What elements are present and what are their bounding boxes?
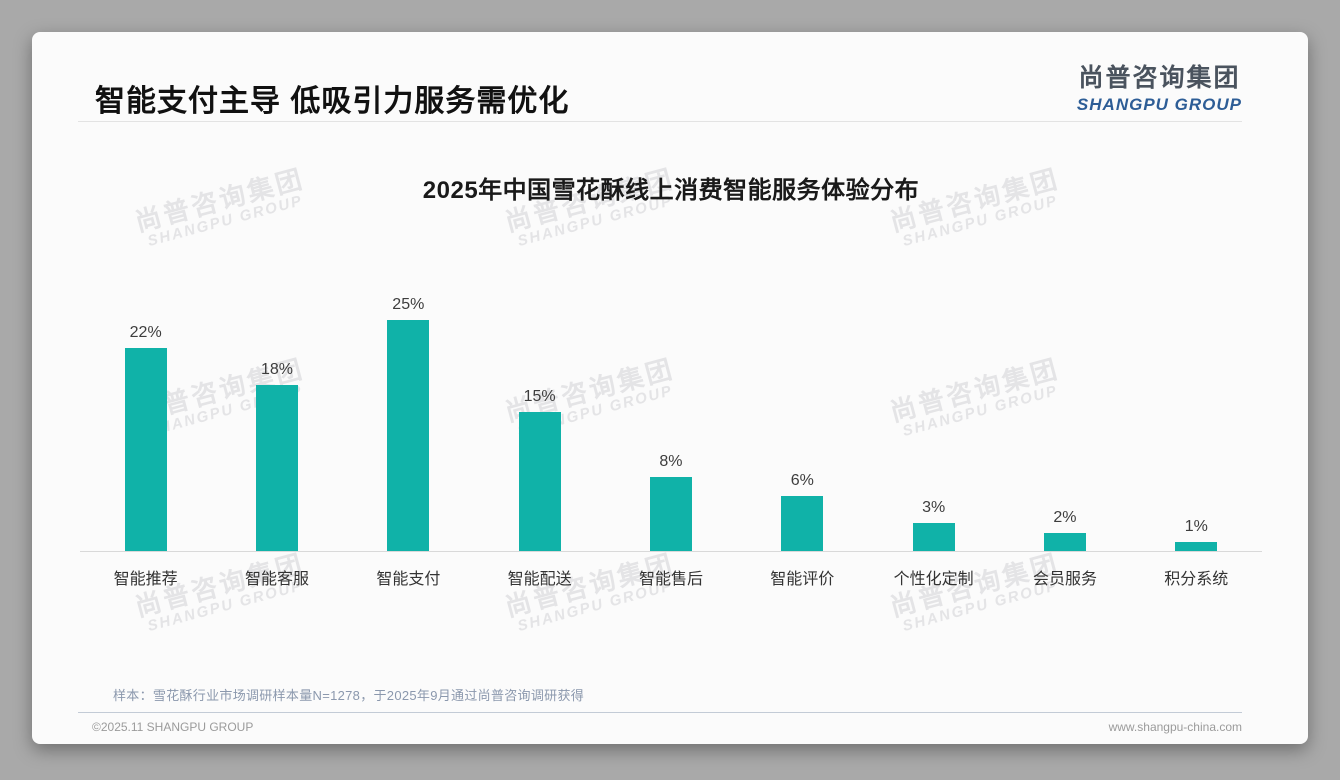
bar: [124, 348, 167, 551]
bar-cell: 6%: [737, 472, 868, 551]
bar: [255, 385, 298, 551]
footer-copyright: ©2025.11 SHANGPU GROUP: [92, 720, 254, 734]
category-label: 个性化定制: [893, 571, 974, 588]
bar: [518, 412, 561, 551]
bar-value-label: 25%: [392, 296, 425, 313]
bar-value-label: 18%: [260, 361, 293, 378]
footer-divider: [78, 712, 1242, 713]
logo-text-en: SHANGPU GROUP: [1076, 95, 1242, 114]
bar-cell: 22%: [80, 324, 211, 551]
bar-cell: 3%: [868, 499, 999, 551]
bar: [1175, 542, 1218, 551]
bar-value-label: 1%: [1184, 518, 1208, 535]
title-divider: [78, 121, 1242, 122]
sample-footnote: 样本：雪花酥行业市场调研样本量N=1278，于2025年9月通过尚普咨询调研获得: [113, 688, 585, 703]
bar: [781, 496, 824, 551]
bar-cell: 18%: [211, 361, 342, 551]
bar-chart: 2025年中国雪花酥线上消费智能服务体验分布 22% 18% 25% 15% 8% 6% 3…: [80, 162, 1262, 612]
bar-value-label: 15%: [523, 388, 556, 405]
bars-row: 22% 18% 25% 15% 8% 6% 3% 2% 1%: [80, 272, 1262, 552]
category-label: 智能评价: [770, 571, 835, 588]
category-label: 会员服务: [1032, 571, 1097, 588]
slide-card: 尚普咨询集团 SHANGPU GROUP 尚普咨询集团 SHANGPU GROUP …: [32, 32, 1308, 744]
bar: [1043, 533, 1086, 551]
bar-value-label: 6%: [790, 472, 814, 489]
logo-text-cn: 尚普咨询集团: [1078, 64, 1241, 92]
bar-cell: 1%: [1131, 518, 1262, 551]
bar: [912, 523, 955, 551]
category-label: 智能支付: [376, 571, 441, 588]
bar: [649, 477, 692, 551]
bar-value-label: 2%: [1053, 509, 1077, 526]
bar-value-label: 22%: [129, 324, 162, 341]
bar-value-label: 3%: [922, 499, 946, 516]
footer-website: www.shangpu-china.com: [1108, 720, 1242, 734]
bar: [387, 320, 430, 551]
footer-bar: ©2025.11 SHANGPU GROUP www.shangpu-china…: [32, 720, 1308, 734]
bar-cell: 25%: [343, 296, 474, 551]
page-title: 智能支付主导 低吸引力服务需优化: [95, 85, 570, 118]
bar-cell: 2%: [999, 509, 1130, 551]
bar-cell: 8%: [605, 453, 736, 551]
bar-cell: 15%: [474, 388, 605, 551]
category-label: 智能售后: [638, 571, 703, 588]
company-logo: 尚普咨询集团 SHANGPU GROUP: [1077, 58, 1242, 115]
categories-row: 智能推荐 智能客服 智能支付 智能配送 智能售后 智能评价 个性化定制 会员服务 积分系统: [80, 565, 1262, 589]
category-label: 智能客服: [244, 571, 309, 588]
bar-value-label: 8%: [659, 453, 683, 470]
category-label: 智能配送: [507, 571, 572, 588]
chart-title: 2025年中国雪花酥线上消费智能服务体验分布: [422, 177, 920, 204]
category-label: 积分系统: [1164, 571, 1229, 588]
category-label: 智能推荐: [113, 571, 178, 588]
